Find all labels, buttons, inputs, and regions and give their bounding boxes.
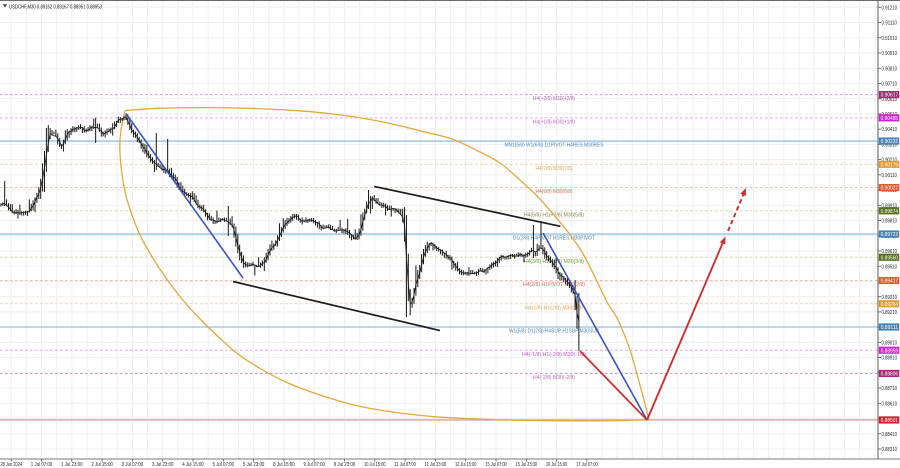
svg-text:1 Jul 07:00: 1 Jul 07:00 [31,462,53,468]
svg-text:D1(3/8) H4PIVOT H1RES M30PIVOT: D1(3/8) H4PIVOT H1RES M30PIVOT [513,236,596,242]
svg-text:15 Jul 23:00: 15 Jul 23:00 [516,462,538,468]
svg-text:5 Jul 07:00: 5 Jul 07:00 [213,462,235,468]
svg-text:H4(1/8) H1(2/8) M30(1/8): H4(1/8) H1(2/8) M30(1/8) [525,305,583,311]
svg-text:11 Jul 23:00: 11 Jul 23:00 [425,462,447,468]
svg-text:0.89417: 0.89417 [881,279,899,285]
svg-text:0.90910: 0.90910 [882,51,898,57]
svg-text:0.88710: 0.88710 [882,386,898,392]
svg-text:8 Jul 15:00: 8 Jul 15:00 [273,462,295,468]
svg-text:H4(-1/8) H1(-2/8) M30(-1/8): H4(-1/8) H1(-2/8) M30(-1/8) [522,352,586,358]
svg-text:0.88501: 0.88501 [881,418,899,424]
svg-text:0.90027: 0.90027 [881,186,899,192]
svg-text:0.89111: 0.89111 [881,325,899,331]
svg-text:MN1(5/8) W1(6/8) D1PIVOT H4RES: MN1(5/8) W1(6/8) D1PIVOT H4RES M30RES [505,143,604,149]
svg-text:H4(7/8) M30(7/8): H4(7/8) M30(7/8) [536,166,573,172]
svg-text:3 Jul 23:00: 3 Jul 23:00 [152,462,174,468]
svg-text:0.89560: 0.89560 [881,255,899,261]
svg-text:2 Jul 15:00: 2 Jul 15:00 [91,462,113,468]
svg-text:0.91110: 0.91110 [882,21,898,27]
svg-text:17 Jul 07:00: 17 Jul 07:00 [576,462,598,468]
svg-text:0.89910: 0.89910 [882,203,898,209]
svg-text:USDCHF,M30 0.89162 0.89167 0.: USDCHF,M30 0.89162 0.89167 0.88951 0.889… [9,4,102,10]
svg-text:W1(5/8) D1(2/8) H4SUP H1SUP M3: W1(5/8) D1(2/8) H4SUP H1SUP M30SUP [509,329,599,335]
svg-text:H4(-2/8) M30(-2/8): H4(-2/8) M30(-2/8) [533,375,575,381]
svg-text:0.88806: 0.88806 [881,372,899,378]
svg-text:H4(6/8) M30(6/8): H4(6/8) M30(6/8) [536,189,573,195]
svg-text:0.90310: 0.90310 [882,142,898,148]
svg-text:H4(2/8) H1PIVOT M30(2/8): H4(2/8) H1PIVOT M30(2/8) [523,282,585,288]
svg-text:H4(+1/8) M30(+1/8): H4(+1/8) M30(+1/8) [533,119,575,125]
svg-text:28 Jun 2024: 28 Jun 2024 [0,462,22,468]
svg-text:0.89310: 0.89310 [882,295,898,301]
svg-text:0.90810: 0.90810 [882,66,898,72]
svg-text:12 Jul 15:00: 12 Jul 15:00 [455,462,477,468]
svg-text:0.89010: 0.89010 [882,340,898,346]
svg-text:0.89874: 0.89874 [881,209,899,215]
svg-text:3 Jul 07:00: 3 Jul 07:00 [122,462,144,468]
svg-text:9 Jul 23:00: 9 Jul 23:00 [334,462,356,468]
svg-text:0.90210: 0.90210 [882,158,898,164]
svg-text:0.90179: 0.90179 [881,162,899,168]
svg-text:0.90485: 0.90485 [881,116,899,122]
svg-text:16 Jul 15:00: 16 Jul 15:00 [546,462,568,468]
svg-text:0.90232: 0.90232 [881,139,899,145]
svg-text:0.89210: 0.89210 [882,310,898,316]
svg-text:4 Jul 15:00: 4 Jul 15:00 [182,462,204,468]
svg-text:0.88959: 0.88959 [881,348,899,354]
svg-text:0.90610: 0.90610 [882,97,898,103]
svg-text:0.88610: 0.88610 [882,401,898,407]
svg-text:0.90410: 0.90410 [882,127,898,133]
svg-text:0.89810: 0.89810 [882,219,898,225]
svg-text:0.91210: 0.91210 [882,5,898,11]
svg-text:0.88410: 0.88410 [882,432,898,438]
svg-text:0.89610: 0.89610 [882,249,898,255]
svg-text:0.89722: 0.89722 [881,232,899,238]
svg-text:0.88310: 0.88310 [882,447,898,453]
svg-text:11 Jul 07:00: 11 Jul 07:00 [394,462,416,468]
svg-text:1 Jul 23:00: 1 Jul 23:00 [61,462,83,468]
svg-text:0.88910: 0.88910 [882,356,898,362]
svg-text:5 Jul 23:00: 5 Jul 23:00 [243,462,265,468]
svg-text:0.90710: 0.90710 [882,82,898,88]
svg-text:15 Jul 07:00: 15 Jul 07:00 [485,462,507,468]
svg-text:0.89264: 0.89264 [881,302,899,308]
svg-text:0.89510: 0.89510 [882,264,898,270]
svg-text:0.90617: 0.90617 [881,93,899,99]
svg-text:H4(+2/8) M30(+2/8): H4(+2/8) M30(+2/8) [533,96,575,102]
svg-text:0.90110: 0.90110 [882,173,898,179]
svg-text:9 Jul 07:00: 9 Jul 07:00 [303,462,325,468]
svg-text:0.91010: 0.91010 [882,36,898,42]
svg-text:10 Jul 15:00: 10 Jul 15:00 [364,462,386,468]
